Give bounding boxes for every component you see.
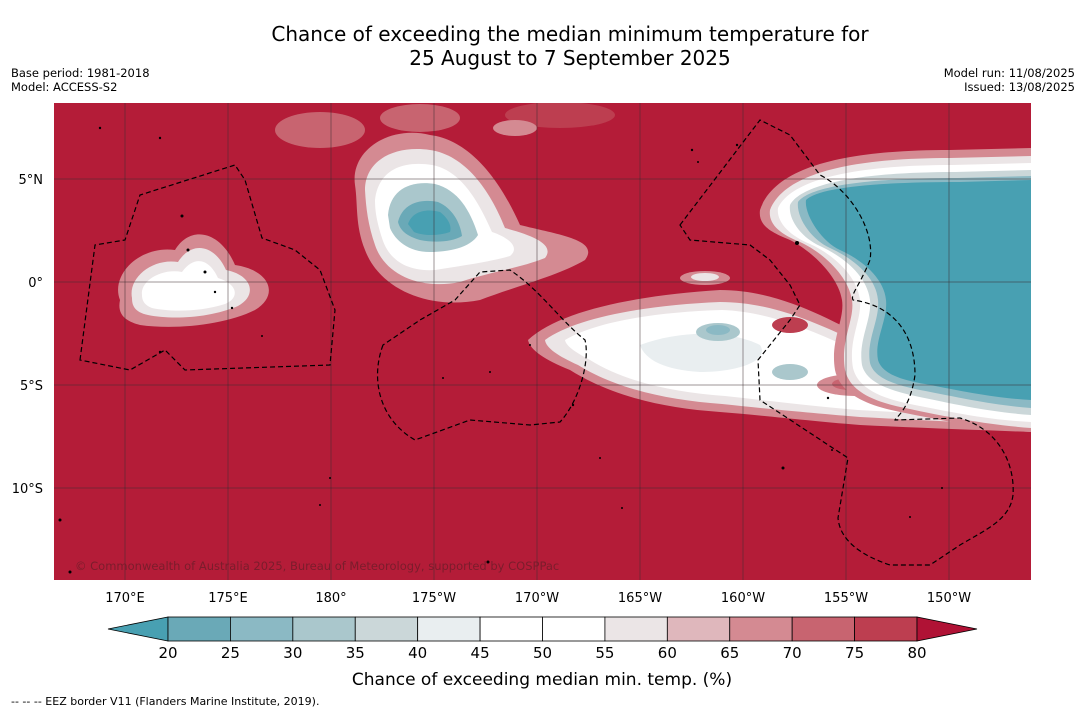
colorbar-tick-label: 75 bbox=[845, 644, 864, 662]
colorbar-title: Chance of exceeding median min. temp. (%… bbox=[352, 670, 732, 690]
islands bbox=[58, 126, 943, 574]
meta-right: Model run: 11/08/2025 Issued: 13/08/2025 bbox=[944, 66, 1075, 94]
colorbar-tick-label: 25 bbox=[221, 644, 240, 662]
colorbar-swatch bbox=[479, 616, 543, 642]
eastern-cold-anomaly bbox=[759, 148, 1031, 432]
colorbar-swatch bbox=[417, 616, 481, 642]
colorbar-tick-label: 70 bbox=[783, 644, 802, 662]
colorbar-swatch bbox=[854, 616, 918, 642]
map-title: Chance of exceeding the median minimum t… bbox=[170, 22, 970, 70]
colorbar-swatch bbox=[729, 616, 793, 642]
colorbar-tick-label: 65 bbox=[720, 644, 739, 662]
lon-label-180: 180° bbox=[315, 591, 346, 606]
colorbar-tick-label: 35 bbox=[346, 644, 365, 662]
central-anomaly bbox=[354, 132, 589, 303]
colorbar-extend-high bbox=[916, 616, 978, 642]
lat-label-0: 0° bbox=[28, 276, 43, 291]
lat-label-5n: 5°N bbox=[19, 173, 44, 188]
lon-label-150w: 150°W bbox=[927, 591, 971, 606]
lon-label-165w: 165°W bbox=[618, 591, 662, 606]
colorbar-tick-label: 45 bbox=[471, 644, 490, 662]
lon-labels: 170°E 175°E 180° 175°W 170°W 165°W 160°W… bbox=[105, 591, 971, 606]
model-run: Model run: 11/08/2025 bbox=[943, 66, 1075, 80]
colorbar-tick-label: 55 bbox=[595, 644, 614, 662]
lat-label-5s: 5°S bbox=[20, 379, 43, 394]
issued-date: Issued: 13/08/2025 bbox=[964, 80, 1075, 94]
lon-label-175e: 175°E bbox=[208, 591, 248, 606]
colorbar-tick-label: 50 bbox=[533, 644, 552, 662]
colorbar-tick-label: 80 bbox=[907, 644, 926, 662]
map-area: © Commonwealth of Australia 2025, Bureau… bbox=[54, 103, 1031, 580]
colorbar-tick-label: 20 bbox=[158, 644, 177, 662]
colorbar-swatch bbox=[230, 616, 294, 642]
title-line-1: Chance of exceeding the median minimum t… bbox=[271, 22, 869, 46]
colorbar: 20 25 30 35 40 45 50 55 60 65 70 75 80 bbox=[107, 616, 978, 662]
title-line-2: 25 August to 7 September 2025 bbox=[409, 46, 731, 70]
northern-patches bbox=[275, 103, 615, 148]
graticule bbox=[54, 103, 1031, 580]
eez-legend-note: -- -- -- EEZ border V11 (Flanders Marine… bbox=[11, 695, 320, 708]
colorbar-swatch bbox=[604, 616, 668, 642]
colorbar-swatch bbox=[354, 616, 419, 642]
colorbar-swatch bbox=[167, 616, 231, 642]
colorbar-swatch bbox=[791, 616, 855, 642]
colorbar-swatch bbox=[542, 616, 606, 642]
lon-label-170e: 170°E bbox=[105, 591, 145, 606]
eez-borders bbox=[79, 119, 1014, 566]
base-period: Base period: 1981-2018 bbox=[11, 66, 150, 80]
colorbar-extend-low bbox=[107, 616, 169, 642]
lon-label-175w: 175°W bbox=[412, 591, 456, 606]
lat-label-10s: 10°S bbox=[12, 482, 43, 497]
lon-label-155w: 155°W bbox=[824, 591, 868, 606]
colorbar-swatch bbox=[292, 616, 356, 642]
lon-label-170w: 170°W bbox=[515, 591, 559, 606]
colorbar-tick-label: 40 bbox=[408, 644, 427, 662]
copyright-text: © Commonwealth of Australia 2025, Bureau… bbox=[75, 559, 559, 573]
colorbar-swatch bbox=[666, 616, 731, 642]
lat-labels: 5°N 0° 5°S 10°S bbox=[12, 173, 43, 497]
meta-left: Base period: 1981-2018 Model: ACCESS-S2 bbox=[11, 66, 150, 94]
colorbar-tick-label: 30 bbox=[283, 644, 302, 662]
lon-label-160w: 160°W bbox=[721, 591, 765, 606]
colorbar-tick-label: 60 bbox=[658, 644, 677, 662]
model-name: Model: ACCESS-S2 bbox=[11, 80, 118, 94]
western-anomaly bbox=[118, 234, 269, 327]
